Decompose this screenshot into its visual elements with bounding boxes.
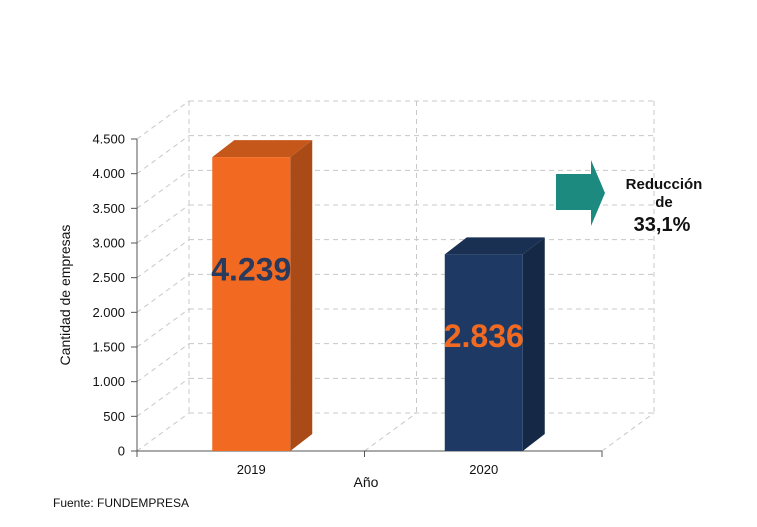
chart-labels: 4.239 2019 2.836 2020 xyxy=(211,252,524,477)
gridline-side xyxy=(136,239,190,279)
data-label: 2.836 xyxy=(444,318,524,354)
y-tick-label: 2.500 xyxy=(92,270,125,285)
y-tick-label: 1.000 xyxy=(92,374,125,389)
bar-top xyxy=(212,140,313,158)
data-label: 4.239 xyxy=(211,252,291,288)
gridline-side xyxy=(136,343,190,383)
reduction-annotation: Reducción de 33,1% xyxy=(556,160,702,236)
gridline-side xyxy=(136,204,190,244)
x-axis-title: Año xyxy=(354,474,379,490)
bar-2019 xyxy=(212,140,313,451)
bar-top xyxy=(444,237,545,255)
y-tick-label: 3.500 xyxy=(92,201,125,216)
gridline-side xyxy=(136,412,190,452)
y-tick-label: 500 xyxy=(103,409,125,424)
gridline-side xyxy=(136,377,190,417)
source-note: Fuente: FUNDEMPRESA xyxy=(53,496,190,510)
chart-axes: 0 500 1.000 1.500 2.000 2.500 3.000 3.500 4.000 4… xyxy=(92,132,603,459)
x-tick-label: 2020 xyxy=(469,462,498,477)
bar-front xyxy=(212,157,291,451)
annotation-line-1: Reducción xyxy=(626,176,703,193)
gridline-side xyxy=(136,100,190,140)
gridline-floor xyxy=(364,412,417,452)
chart-bars xyxy=(212,140,545,451)
y-tick-label: 4.500 xyxy=(92,132,125,147)
bar-side xyxy=(522,237,545,451)
y-tick-label: 4.000 xyxy=(92,166,125,181)
x-tick-label: 2019 xyxy=(237,462,266,477)
bar-2020 xyxy=(444,237,545,451)
gridline-side xyxy=(136,308,190,348)
bar-front xyxy=(444,254,523,451)
y-axis-title: Cantidad de empresas xyxy=(57,225,73,366)
y-tick-label: 3.000 xyxy=(92,236,125,251)
gridline-side xyxy=(136,273,190,313)
bar-side xyxy=(290,140,313,451)
arrow-right-icon xyxy=(556,160,605,226)
annotation-line-3: 33,1% xyxy=(634,214,691,236)
gridline-floor xyxy=(601,412,655,452)
annotation-line-2: de xyxy=(655,194,673,211)
y-tick-label: 1.500 xyxy=(92,340,125,355)
y-tick-label: 2.000 xyxy=(92,305,125,320)
gridline-side xyxy=(136,169,190,209)
y-tick-label: 0 xyxy=(118,444,125,459)
gridline-side xyxy=(136,135,190,175)
